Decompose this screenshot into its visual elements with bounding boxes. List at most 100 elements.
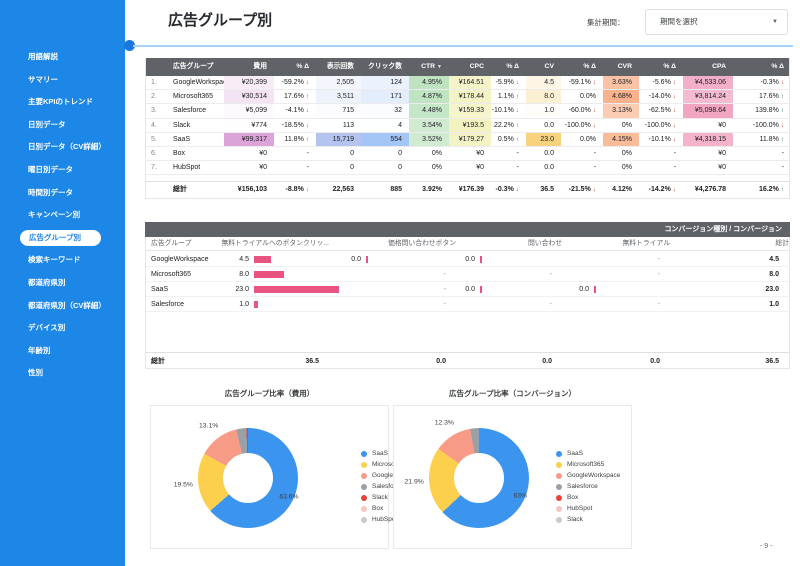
legend-item[interactable]: Slack xyxy=(361,492,425,503)
sidebar-item-6[interactable]: 曜日別データ xyxy=(28,164,73,174)
column-header-% Δ[interactable]: % Δ xyxy=(583,63,596,70)
legend-item[interactable]: SaaS xyxy=(556,448,620,459)
sidebar-item-14[interactable]: 年齢別 xyxy=(28,345,51,355)
delta-down-arrow-icon: ↓ xyxy=(515,186,519,194)
column-header-% Δ[interactable]: % Δ xyxy=(296,63,309,70)
legend-color-dot-icon xyxy=(361,516,367,523)
delta-up-arrow-icon: ↑ xyxy=(305,93,309,101)
legend-label: SaaS xyxy=(567,450,583,457)
sidebar-item-13[interactable]: デバイス別 xyxy=(28,323,66,333)
column-header-CTR[interactable]: CTR ▼ xyxy=(421,63,442,70)
crosstab-column-header[interactable]: 広告グループ xyxy=(151,240,192,247)
legend-item[interactable]: Box xyxy=(361,503,425,514)
cell: 4.15% xyxy=(603,132,639,146)
cell: 0.0 xyxy=(544,121,554,129)
cell: 32 xyxy=(361,104,409,118)
cell: - xyxy=(593,164,596,172)
column-header-CPC[interactable]: CPC xyxy=(469,63,484,70)
table-row: 7. HubSpot ¥0 - 0 0 0% ¥0 - 0.0 - 0% - ¥0 - xyxy=(146,161,789,176)
sidebar-item-9[interactable]: 広告グループ別 xyxy=(20,229,101,247)
cell: ¥178.44 xyxy=(449,90,491,104)
page-title: 広告グループ別 xyxy=(168,12,273,29)
slider-dot xyxy=(124,40,135,51)
sidebar-item-4[interactable]: 日別データ xyxy=(28,119,66,129)
cell: 17.6% ↑ xyxy=(283,93,309,101)
legend-item[interactable]: Slack xyxy=(556,514,620,525)
cell: - xyxy=(781,164,784,172)
delta-down-arrow-icon: ↓ xyxy=(515,79,519,86)
cell: ¥0 xyxy=(718,149,726,157)
crosstab-column-header[interactable]: 総計 xyxy=(775,240,789,247)
summary-cell: -0.3% ↓ xyxy=(495,186,519,194)
summary-label: 総計 xyxy=(151,358,165,365)
period-select-value: 期間を選択 xyxy=(660,17,698,26)
sidebar-item-7[interactable]: 時間別データ xyxy=(28,187,73,197)
cell: 4.5 xyxy=(526,76,561,90)
sidebar-item-15[interactable]: 性別 xyxy=(28,368,43,378)
sidebar-item-5[interactable]: 日別データ（CV詳細） xyxy=(28,142,106,152)
legend-item[interactable]: Box xyxy=(556,492,620,503)
cell: 0.0% xyxy=(580,135,596,143)
legend-item[interactable]: HubSpot xyxy=(361,514,425,525)
legend-item[interactable]: Microsoft365 xyxy=(556,459,620,470)
delta-down-arrow-icon: ↓ xyxy=(515,107,519,115)
donut-chart[interactable] xyxy=(198,428,298,528)
crosstab-column-header[interactable]: 無料トライアル xyxy=(622,240,670,247)
delta-down-arrow-icon: ↓ xyxy=(592,79,596,86)
column-header-クリック数[interactable]: クリック数 xyxy=(368,63,402,70)
legend-item[interactable]: Salesforce xyxy=(361,481,425,492)
ad-group-name: Microsoft365 xyxy=(173,93,214,101)
cost-pie-title: 広告グループ比率（費用） xyxy=(224,389,315,398)
sidebar-item-8[interactable]: キャンペーン別 xyxy=(28,210,81,220)
column-header-% Δ[interactable]: % Δ xyxy=(506,63,519,70)
cell: 11.8% ↑ xyxy=(759,135,784,143)
column-header-CPA[interactable]: CPA xyxy=(712,63,726,70)
summary-cell: ¥156,103 xyxy=(237,186,267,194)
column-header-広告グループ[interactable]: 広告グループ xyxy=(173,63,214,70)
conversion-value: 0.0 xyxy=(579,286,589,293)
ad-group-name: Box xyxy=(173,149,186,157)
summary-cell: 3.92% xyxy=(422,186,442,194)
column-header-% Δ[interactable]: % Δ xyxy=(663,63,676,70)
column-header-CVR[interactable]: CVR xyxy=(617,63,632,70)
ad-group-name: SaaS xyxy=(151,286,169,293)
legend-item[interactable]: HubSpot xyxy=(556,503,620,514)
conversion-bar xyxy=(254,286,339,293)
sidebar-item-3[interactable]: 主要KPIのトレンド xyxy=(28,97,94,107)
delta-up-arrow-icon: ↑ xyxy=(780,93,784,101)
cell: - xyxy=(306,149,309,157)
sidebar-item-10[interactable]: 検索キーワード xyxy=(28,255,81,265)
cell: - xyxy=(516,164,519,172)
legend-item[interactable]: Salesforce xyxy=(556,481,620,492)
metrics-table-summary-row: 総計 ¥156,103 -8.8% ↓ 22,563 885 3.92% ¥176.39 -0… xyxy=(146,181,789,198)
legend-item[interactable]: SaaS xyxy=(361,448,425,459)
sidebar-item-2[interactable]: サマリー xyxy=(28,74,58,84)
legend-item[interactable]: GoogleWorkspace xyxy=(556,470,620,481)
cell: ¥0 xyxy=(476,164,484,172)
conversion-value: 4.5 xyxy=(239,256,249,263)
period-select[interactable]: 期間を選択 ▼ xyxy=(645,9,788,35)
sidebar-item-11[interactable]: 都道府県別 xyxy=(28,277,66,287)
cell: ¥4,318.15 xyxy=(683,132,733,146)
cell: ¥5,099 xyxy=(224,104,274,118)
cell: 17.6% ↑ xyxy=(758,93,784,101)
crosstab-column-header[interactable]: 価格問い合わせボタン xyxy=(388,240,456,247)
cell: ¥774 xyxy=(224,118,274,132)
conversion-value: 23.0 xyxy=(235,286,249,293)
column-header-% Δ[interactable]: % Δ xyxy=(771,63,784,70)
delta-down-arrow-icon: ↓ xyxy=(305,186,309,194)
cell: -59.2% ↓ xyxy=(281,79,309,86)
crosstab-column-header[interactable]: 問い合わせ xyxy=(528,240,562,247)
summary-cell: 36.5 xyxy=(765,358,779,365)
legend-item[interactable]: Microsoft365 xyxy=(361,459,425,470)
column-header-表示回数[interactable]: 表示回数 xyxy=(326,63,354,70)
donut-chart[interactable] xyxy=(429,428,529,528)
column-header-CV[interactable]: CV xyxy=(544,63,554,70)
sidebar-item-1[interactable]: 用語解説 xyxy=(28,52,58,61)
conversion-bar xyxy=(480,256,482,263)
delta-up-arrow-icon: ↑ xyxy=(305,135,309,143)
column-header-費用[interactable]: 費用 xyxy=(253,63,267,70)
crosstab-column-header[interactable]: 無料トライアルへのボタンクリッ... xyxy=(221,240,329,247)
sidebar-item-12[interactable]: 都道府県別（CV詳細） xyxy=(28,300,106,310)
sidebar: 用語解説サマリー主要KPIのトレンド 日別データ日別データ（CV詳細） 曜日別データ… xyxy=(0,0,125,566)
